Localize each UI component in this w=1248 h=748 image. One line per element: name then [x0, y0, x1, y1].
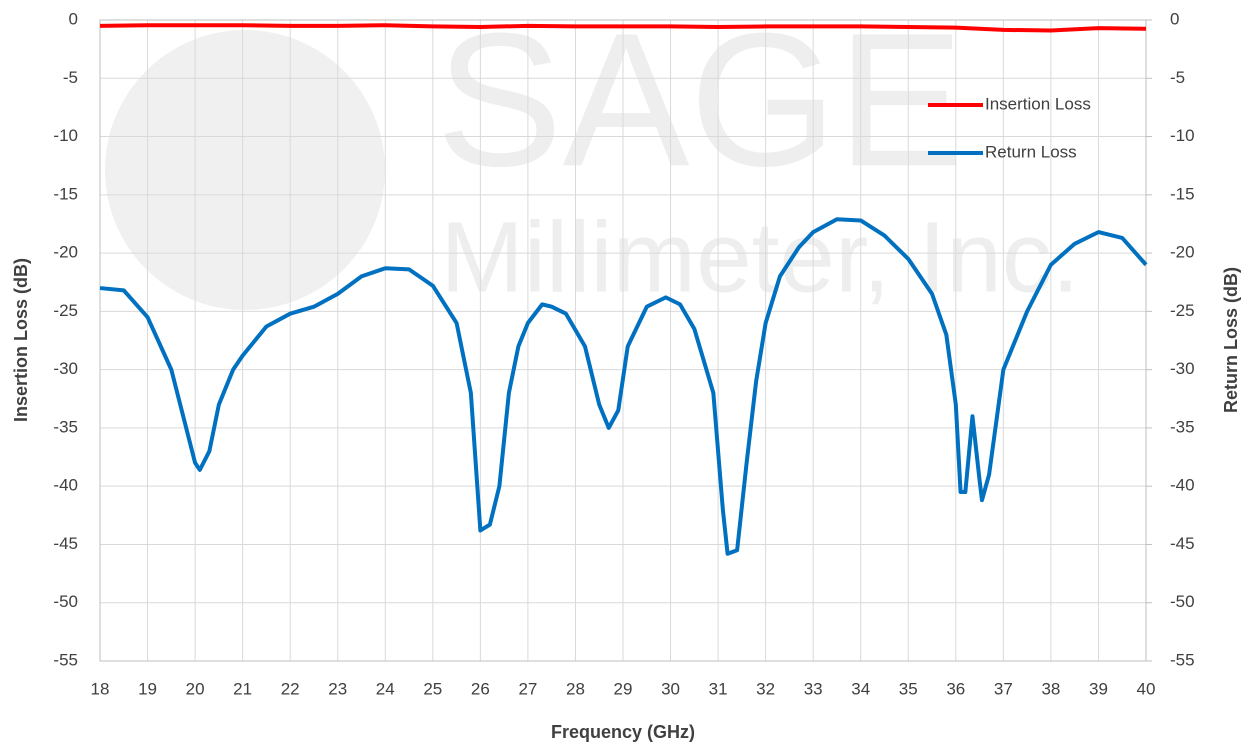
x-tick-label: 33	[804, 679, 823, 698]
x-tick-label: 23	[328, 679, 347, 698]
x-tick-label: 32	[756, 679, 775, 698]
y-tick-label: -5	[63, 68, 78, 87]
x-tick-label: 28	[566, 679, 585, 698]
y2-tick-label: -40	[1170, 476, 1195, 495]
x-tick-label: 31	[709, 679, 728, 698]
y2-tick-label: -10	[1170, 126, 1195, 145]
legend-label: Insertion Loss	[985, 94, 1091, 113]
y-tick-label: -30	[53, 359, 78, 378]
y2-tick-label: -50	[1170, 592, 1195, 611]
y2-tick-label: 0	[1170, 9, 1179, 28]
x-tick-label: 19	[138, 679, 157, 698]
plot-border	[99, 19, 1147, 662]
x-tick-label: 20	[186, 679, 205, 698]
y-tick-label: 0	[69, 9, 78, 28]
x-tick-label: 38	[1041, 679, 1060, 698]
y2-tick-label: -20	[1170, 243, 1195, 262]
y-tick-label: -50	[53, 592, 78, 611]
y-tick-label: -25	[53, 301, 78, 320]
x-tick-label: 34	[851, 679, 870, 698]
watermark-logo	[105, 30, 385, 310]
y2-axis-title: Return Loss (dB)	[1221, 267, 1241, 413]
y2-tick-label: -5	[1170, 68, 1185, 87]
x-axis-title: Frequency (GHz)	[551, 722, 695, 742]
x-tick-label: 37	[994, 679, 1013, 698]
x-tick-label: 24	[376, 679, 395, 698]
x-tick-label: 35	[899, 679, 918, 698]
y-tick-label: -20	[53, 243, 78, 262]
x-tick-label: 40	[1137, 679, 1156, 698]
series-line	[99, 23, 1147, 33]
y-tick-label: -35	[53, 417, 78, 436]
y-tick-label: -55	[53, 650, 78, 669]
y2-tick-label: -25	[1170, 301, 1195, 320]
y-axis-title: Insertion Loss (dB)	[11, 258, 31, 422]
y-tick-label: -45	[53, 534, 78, 553]
x-tick-label: 22	[281, 679, 300, 698]
x-tick-label: 39	[1089, 679, 1108, 698]
x-tick-label: 26	[471, 679, 490, 698]
series-line	[99, 217, 1148, 556]
y2-tick-label: -30	[1170, 359, 1195, 378]
x-tick-label: 18	[91, 679, 110, 698]
x-tick-label: 27	[518, 679, 537, 698]
x-tick-label: 25	[423, 679, 442, 698]
y2-tick-label: -35	[1170, 417, 1195, 436]
y2-tick-label: -55	[1170, 650, 1195, 669]
x-tick-label: 21	[233, 679, 252, 698]
y-tick-label: -40	[53, 476, 78, 495]
x-tick-label: 36	[946, 679, 965, 698]
x-tick-label: 29	[614, 679, 633, 698]
y-tick-label: -15	[53, 184, 78, 203]
legend-label: Return Loss	[985, 142, 1077, 161]
y2-tick-label: -45	[1170, 534, 1195, 553]
watermark: Millimeter, Inc.	[440, 201, 1079, 313]
y-tick-label: -10	[53, 126, 78, 145]
watermark: SAGE	[436, 0, 964, 206]
y2-tick-label: -15	[1170, 184, 1195, 203]
x-tick-label: 30	[661, 679, 680, 698]
